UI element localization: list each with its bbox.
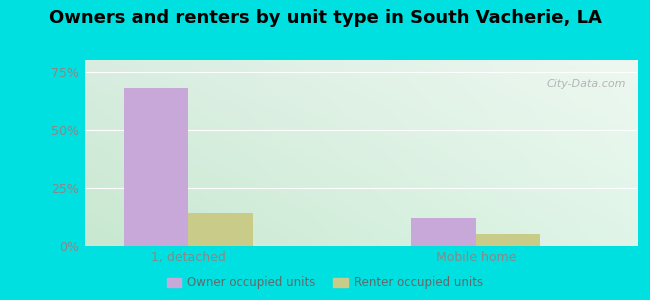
- Text: Owners and renters by unit type in South Vacherie, LA: Owners and renters by unit type in South…: [49, 9, 601, 27]
- Bar: [188, 214, 253, 246]
- Text: City-Data.com: City-Data.com: [547, 79, 626, 88]
- Bar: [411, 218, 476, 246]
- Legend: Owner occupied units, Renter occupied units: Owner occupied units, Renter occupied un…: [162, 272, 488, 294]
- Bar: [476, 234, 540, 246]
- Bar: [124, 88, 188, 246]
